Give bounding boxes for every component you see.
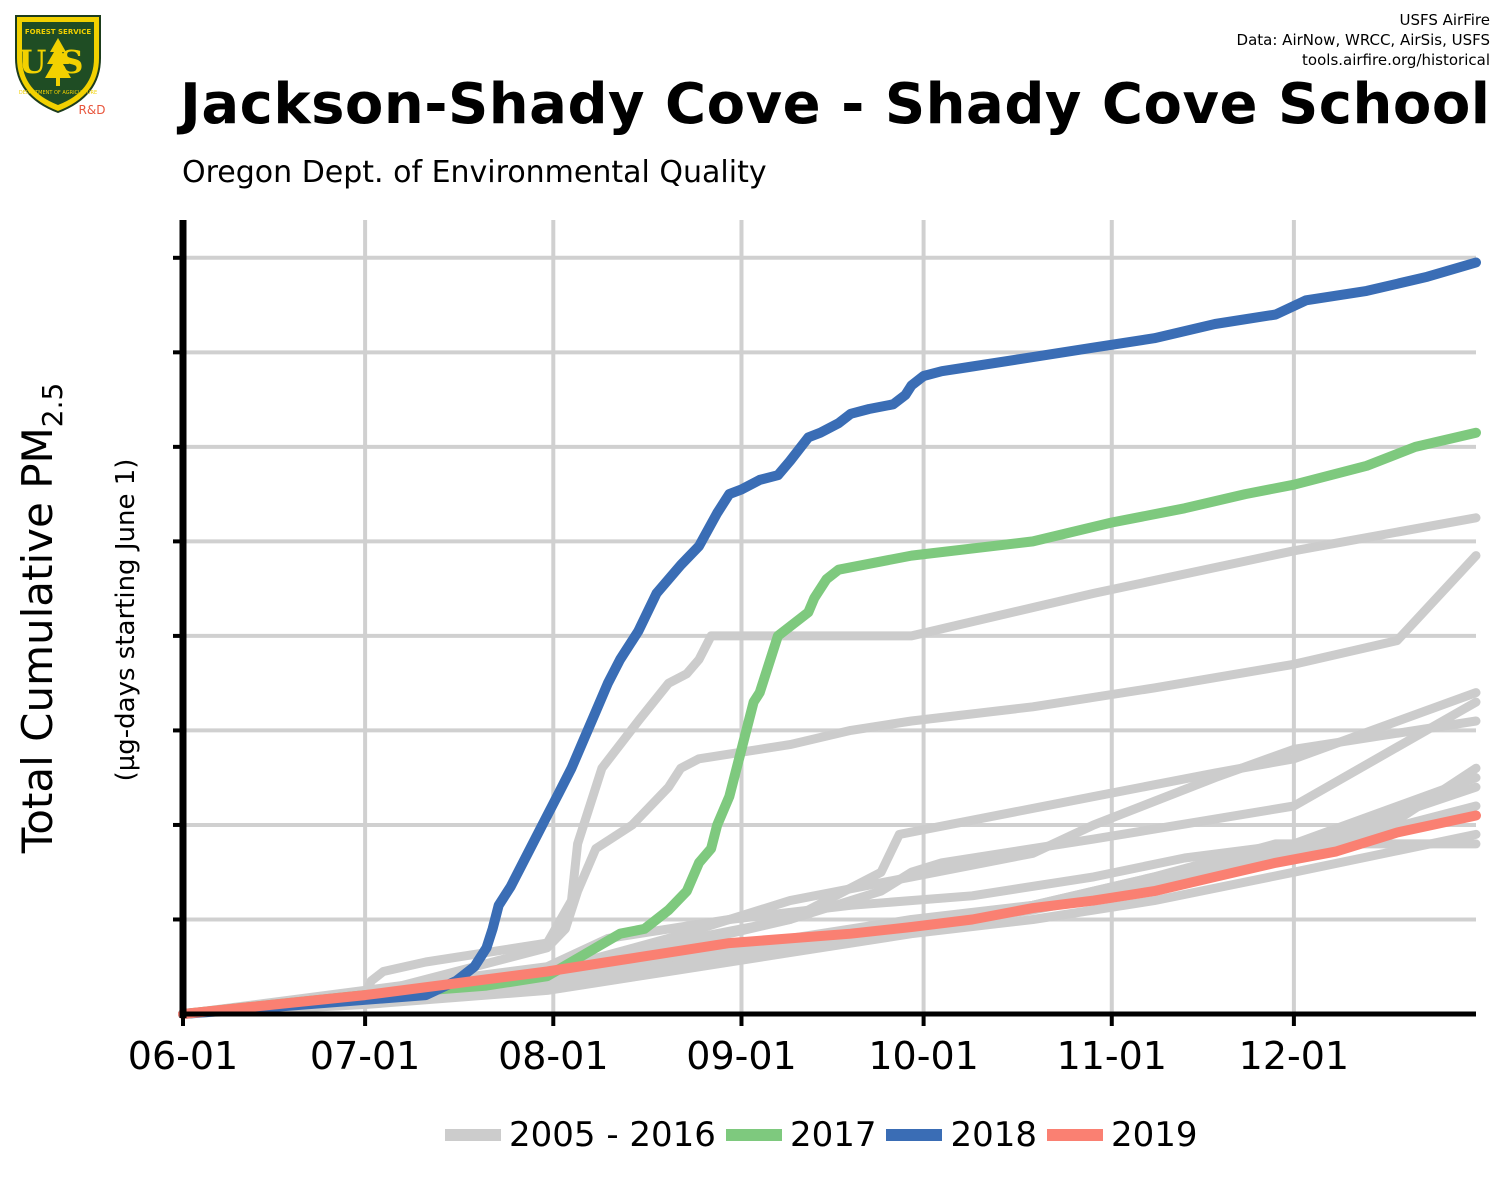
y-axis-label: Total Cumulative PM2.5 <box>13 383 69 855</box>
legend-item-2017: 2017 <box>725 1115 877 1155</box>
series-line-2017 <box>178 427 1481 1019</box>
logo-forest-service-text: FOREST SERVICE <box>25 28 92 36</box>
y-axis-units: (µg-days starting June 1) <box>111 459 141 782</box>
credit-url: tools.airfire.org/historical <box>1302 51 1490 69</box>
legend-swatch-historic <box>445 1129 501 1141</box>
x-tick-label-08-01: 08-01 <box>498 1034 608 1078</box>
y-axis-label-subscript: 2.5 <box>36 383 69 428</box>
logo-dept-text: DEPARTMENT OF AGRICULTURE <box>19 90 97 96</box>
legend-item-2019: 2019 <box>1047 1115 1198 1155</box>
series-line-historic-1 <box>178 513 1481 1019</box>
x-tick-label-11-01: 11-01 <box>1057 1034 1167 1078</box>
chart-title: Jackson-Shady Cove - Shady Cove School <box>180 72 1491 137</box>
series-line-historic-11 <box>178 829 1481 1019</box>
series-lines <box>178 257 1481 1019</box>
legend-item-historic: 2005 - 2016 <box>445 1115 716 1155</box>
legend-swatch-2019 <box>1047 1129 1104 1141</box>
x-tick-label-06-01: 06-01 <box>128 1034 238 1078</box>
legend-swatch-2017 <box>725 1129 782 1141</box>
x-tick-label-09-01: 09-01 <box>686 1034 796 1078</box>
legend-label-historic: 2005 - 2016 <box>509 1115 716 1155</box>
gridlines <box>183 220 1476 1014</box>
x-tick-label-12-01: 12-01 <box>1239 1034 1349 1078</box>
legend-label-2018: 2018 <box>950 1115 1038 1155</box>
legend: 2005 - 2016 2017 2018 2019 <box>445 1115 1208 1155</box>
series-line-2018 <box>178 257 1481 1019</box>
y-axis-label-text: Total Cumulative PM <box>13 427 62 854</box>
legend-label-2017: 2017 <box>789 1115 877 1155</box>
legend-item-2018: 2018 <box>886 1115 1037 1155</box>
credit-airfire: USFS AirFire <box>1399 11 1490 29</box>
usfs-logo: FOREST SERVICE US DEPARTMENT OF AGRICULT… <box>15 15 106 117</box>
x-tick-labels: 06-01 07-01 08-01 09-01 10-01 11-01 12-01 <box>128 1034 1349 1078</box>
legend-label-2019: 2019 <box>1111 1115 1198 1155</box>
credits: USFS AirFire Data: AirNow, WRCC, AirSis,… <box>1237 10 1490 70</box>
series-line-2019 <box>178 810 1481 1019</box>
logo-rd-text: R&D <box>79 103 106 117</box>
tree-icon <box>45 38 71 78</box>
x-tick-label-10-01: 10-01 <box>868 1034 978 1078</box>
axes <box>173 220 1476 1026</box>
legend-swatch-2018 <box>886 1129 943 1141</box>
chart-subtitle: Oregon Dept. of Environmental Quality <box>182 155 767 190</box>
x-tick-label-07-01: 07-01 <box>310 1034 420 1078</box>
series-line-historic-2 <box>178 551 1481 1019</box>
credit-data-sources: Data: AirNow, WRCC, AirSis, USFS <box>1236 31 1490 49</box>
